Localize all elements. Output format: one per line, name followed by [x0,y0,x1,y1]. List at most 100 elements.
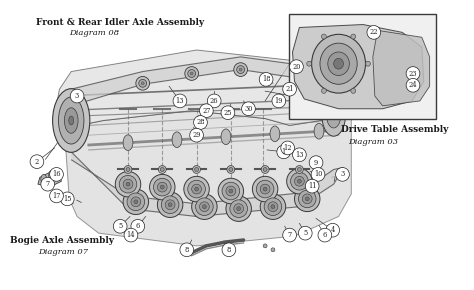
Text: 25: 25 [224,109,232,117]
Ellipse shape [229,189,233,193]
Circle shape [131,220,145,233]
Text: 6: 6 [323,231,327,239]
Ellipse shape [64,108,78,133]
Circle shape [277,145,291,159]
Ellipse shape [126,168,130,171]
Ellipse shape [136,77,150,90]
Circle shape [193,116,207,129]
Ellipse shape [270,126,280,142]
Ellipse shape [320,108,324,113]
Ellipse shape [268,202,278,212]
Ellipse shape [131,197,141,207]
Circle shape [299,226,312,240]
Ellipse shape [196,198,213,215]
Circle shape [305,179,319,193]
Ellipse shape [200,202,210,212]
Ellipse shape [188,180,205,198]
Text: 24: 24 [409,81,417,89]
Polygon shape [373,30,429,106]
Ellipse shape [192,166,201,173]
Text: 20: 20 [292,63,301,71]
Circle shape [207,94,221,108]
Text: 12: 12 [283,144,292,152]
Text: 18: 18 [262,75,270,84]
Ellipse shape [168,203,172,207]
Ellipse shape [154,178,171,196]
Ellipse shape [299,190,316,208]
Text: 15: 15 [63,195,72,203]
Ellipse shape [123,135,133,151]
Text: 21: 21 [285,85,294,93]
Text: 13: 13 [176,97,184,105]
Ellipse shape [195,187,199,191]
Ellipse shape [218,178,244,204]
Ellipse shape [263,244,267,248]
Ellipse shape [295,166,303,173]
Text: Diagram 07: Diagram 07 [38,248,88,256]
Ellipse shape [346,93,350,99]
Circle shape [326,223,339,237]
Ellipse shape [49,171,55,180]
Circle shape [222,243,236,257]
Ellipse shape [158,166,166,173]
Ellipse shape [172,132,182,148]
Circle shape [309,156,323,169]
Ellipse shape [252,176,278,202]
Text: 23: 23 [409,70,417,77]
Ellipse shape [115,171,141,197]
Ellipse shape [271,205,275,209]
Ellipse shape [351,34,356,39]
Ellipse shape [261,166,269,173]
Ellipse shape [260,194,286,220]
Ellipse shape [320,72,347,119]
Ellipse shape [344,79,347,85]
Ellipse shape [336,116,340,122]
Ellipse shape [150,174,175,200]
Circle shape [318,228,332,242]
Ellipse shape [119,175,137,193]
Text: 8: 8 [185,246,189,254]
Ellipse shape [141,82,144,85]
Circle shape [281,141,294,155]
Ellipse shape [344,108,347,113]
Ellipse shape [320,79,324,85]
Text: 17: 17 [52,192,61,200]
Ellipse shape [365,61,370,66]
Circle shape [259,72,273,86]
Ellipse shape [237,207,241,211]
Circle shape [60,192,74,206]
Text: 2: 2 [35,158,39,166]
FancyBboxPatch shape [289,14,436,119]
Text: 11: 11 [308,182,316,190]
Text: 5: 5 [303,229,308,237]
Text: 10: 10 [314,171,322,178]
Circle shape [41,177,55,191]
Polygon shape [71,152,344,217]
Ellipse shape [123,189,148,215]
Text: 19: 19 [274,97,283,105]
Polygon shape [71,57,348,106]
Circle shape [124,228,138,242]
Circle shape [242,102,255,116]
Polygon shape [292,25,424,109]
Text: Drive Table Assembly: Drive Table Assembly [340,125,448,134]
Ellipse shape [229,168,233,171]
Ellipse shape [41,174,47,184]
Ellipse shape [263,168,267,171]
Ellipse shape [126,182,130,186]
Text: 16: 16 [52,171,61,178]
Circle shape [30,155,44,168]
Text: 1: 1 [282,148,286,156]
Circle shape [50,168,64,181]
Circle shape [283,82,296,96]
Circle shape [283,228,296,242]
Polygon shape [38,171,62,187]
Ellipse shape [351,88,356,93]
Ellipse shape [327,70,331,76]
Ellipse shape [227,166,235,173]
Text: 9: 9 [314,159,318,167]
Ellipse shape [160,168,164,171]
Ellipse shape [328,52,349,75]
Ellipse shape [271,248,275,252]
Text: Bogie Axle Assembly: Bogie Axle Assembly [10,236,115,245]
